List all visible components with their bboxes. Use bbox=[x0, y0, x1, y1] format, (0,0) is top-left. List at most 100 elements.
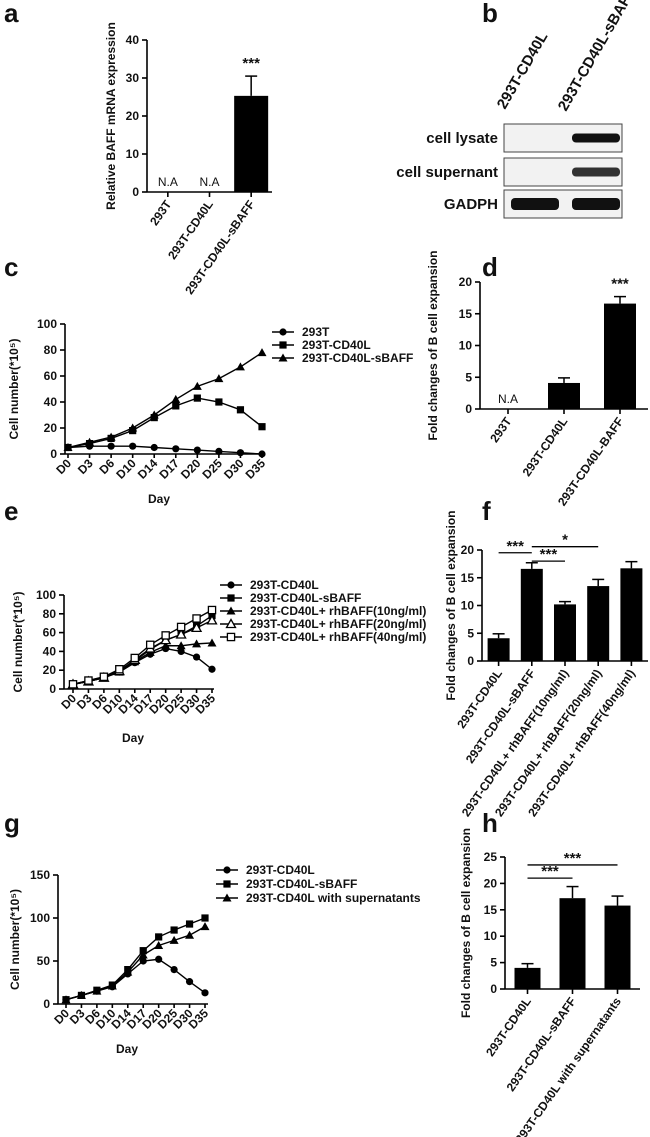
y-tick-label: 15 bbox=[461, 571, 475, 585]
y-tick-label: 20 bbox=[43, 663, 57, 677]
legend-label: 293T-CD40L+ rhBAFF(10ng/ml) bbox=[250, 604, 426, 618]
significance-label: *** bbox=[541, 863, 559, 880]
legend-label: 293T-CD40L+ rhBAFF(40ng/ml) bbox=[250, 630, 426, 644]
data-point bbox=[223, 880, 231, 888]
chart-panel-h: 0 5 10 15 20 25 Fold changes of B cell expansi… bbox=[459, 828, 640, 1137]
panel-label-h: h bbox=[482, 808, 498, 838]
series-line bbox=[65, 917, 206, 1001]
significance-label: *** bbox=[564, 850, 582, 867]
data-point bbox=[214, 374, 224, 383]
y-tick-label: 20 bbox=[459, 275, 473, 289]
na-label: N.A bbox=[199, 175, 219, 189]
blot-column-label: 293T-CD40L bbox=[494, 29, 552, 112]
data-point bbox=[215, 447, 223, 455]
data-point bbox=[106, 432, 116, 441]
y-axis-title: Cell number(*10⁵) bbox=[7, 339, 21, 440]
panel-label-d: d bbox=[482, 252, 498, 282]
series-3: 293T-CD40L-sBAFF bbox=[63, 348, 413, 451]
series-4: 293T-CD40L+ rhBAFF(20ng/ml) bbox=[67, 614, 426, 689]
blot-band bbox=[572, 133, 620, 143]
data-point bbox=[177, 647, 185, 656]
data-point bbox=[115, 665, 124, 674]
data-point bbox=[161, 641, 171, 650]
data-point bbox=[154, 941, 164, 950]
legend-label: 293T-CD40L bbox=[302, 338, 371, 352]
bar-2 bbox=[559, 898, 586, 989]
data-point bbox=[176, 641, 186, 650]
data-point bbox=[226, 632, 236, 642]
panel-label-a: a bbox=[4, 0, 19, 28]
y-tick-label: 5 bbox=[465, 370, 472, 384]
na-label: N.A bbox=[158, 175, 178, 189]
western-blot-panel: 293T-CD40L 293T-CD40L-sBAFF cell lysate cel… bbox=[396, 0, 639, 219]
data-point bbox=[192, 614, 201, 623]
y-tick-label: 0 bbox=[43, 997, 50, 1011]
chart-panel-a: 0 10 20 30 40 Relative BAFF mRNA expression N.… bbox=[104, 22, 272, 297]
data-point bbox=[192, 653, 201, 661]
series-line bbox=[72, 642, 213, 685]
data-point bbox=[155, 955, 163, 963]
blot-band bbox=[511, 198, 559, 210]
significance-label: *** bbox=[611, 276, 629, 293]
y-tick-label: 60 bbox=[43, 626, 57, 640]
legend-label: 293T-CD40L bbox=[246, 863, 315, 877]
data-point bbox=[107, 442, 115, 450]
data-point bbox=[171, 394, 181, 403]
blot-band bbox=[572, 167, 620, 177]
chart-panel-d: 0 5 10 15 20 Fold changes of B cell expansion… bbox=[426, 250, 648, 508]
data-point bbox=[172, 445, 180, 453]
data-point bbox=[225, 618, 237, 629]
blot-column-label: 293T-CD40L-sBAFF bbox=[555, 0, 639, 114]
data-point bbox=[227, 594, 235, 602]
data-point bbox=[130, 653, 140, 663]
data-point bbox=[185, 978, 194, 986]
panel-label-c: c bbox=[4, 252, 18, 282]
x-tick-label: D35 bbox=[243, 456, 269, 482]
data-point bbox=[201, 989, 209, 997]
data-point bbox=[222, 893, 232, 902]
data-point bbox=[236, 406, 245, 414]
y-tick-label: 30 bbox=[126, 71, 140, 85]
data-point bbox=[207, 605, 217, 615]
panel-label-b: b bbox=[482, 0, 498, 28]
significance-label: *** bbox=[540, 546, 558, 563]
legend-label: 293T-CD40L bbox=[250, 578, 319, 592]
data-point bbox=[258, 423, 266, 431]
y-tick-label: 50 bbox=[37, 954, 51, 968]
y-tick-label: 10 bbox=[459, 339, 473, 353]
x-tick-label: 293T-CD40L bbox=[520, 415, 571, 479]
data-point bbox=[84, 676, 93, 685]
data-point bbox=[257, 348, 267, 357]
blot-row-label: cell supernant bbox=[396, 164, 498, 181]
bar-2 bbox=[548, 382, 580, 409]
y-axis-title: Cell number(*10⁵) bbox=[8, 889, 22, 990]
data-point bbox=[149, 410, 159, 419]
data-point bbox=[76, 990, 86, 999]
data-point bbox=[107, 981, 117, 990]
data-point bbox=[61, 995, 71, 1004]
y-tick-label: 10 bbox=[461, 599, 475, 613]
series-line bbox=[67, 445, 263, 455]
bar-2 bbox=[520, 568, 543, 661]
bar-3 bbox=[554, 604, 576, 661]
y-tick-label: 40 bbox=[43, 644, 57, 658]
y-tick-label: 80 bbox=[44, 343, 58, 357]
data-point bbox=[278, 353, 288, 362]
data-point bbox=[138, 950, 148, 959]
data-point bbox=[170, 966, 178, 974]
data-point bbox=[207, 638, 217, 647]
data-point bbox=[208, 665, 216, 673]
y-tick-label: 20 bbox=[44, 421, 58, 435]
y-tick-label: 100 bbox=[30, 911, 50, 925]
data-point bbox=[192, 639, 202, 648]
y-tick-label: 100 bbox=[36, 588, 56, 602]
y-tick-label: 15 bbox=[459, 307, 473, 321]
significance-label: * bbox=[562, 532, 568, 549]
legend-label: 293T bbox=[302, 325, 330, 339]
y-tick-label: 40 bbox=[126, 33, 140, 47]
y-tick-label: 10 bbox=[484, 929, 498, 943]
data-point bbox=[226, 606, 236, 615]
x-axis-title: Day bbox=[122, 731, 144, 745]
data-point bbox=[85, 437, 95, 446]
